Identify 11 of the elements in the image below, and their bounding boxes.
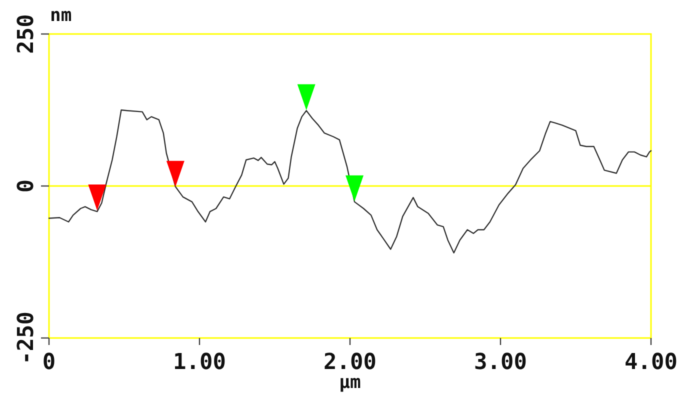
x-tick-label: 1.00: [173, 350, 226, 375]
x-tick-label: 2.00: [324, 350, 376, 375]
line-series: [48, 109, 652, 254]
x-axis-title: µm: [339, 372, 361, 393]
x-tick-label: 4.00: [624, 350, 678, 375]
x-tick-label: 3.00: [474, 350, 527, 375]
y-tick-label: 250: [14, 14, 39, 54]
y-axis-title: nm: [50, 5, 72, 26]
y-tick-label: 0: [14, 179, 39, 193]
x-tick-label: 0: [42, 350, 56, 375]
y-tick-label: -250: [14, 312, 39, 364]
